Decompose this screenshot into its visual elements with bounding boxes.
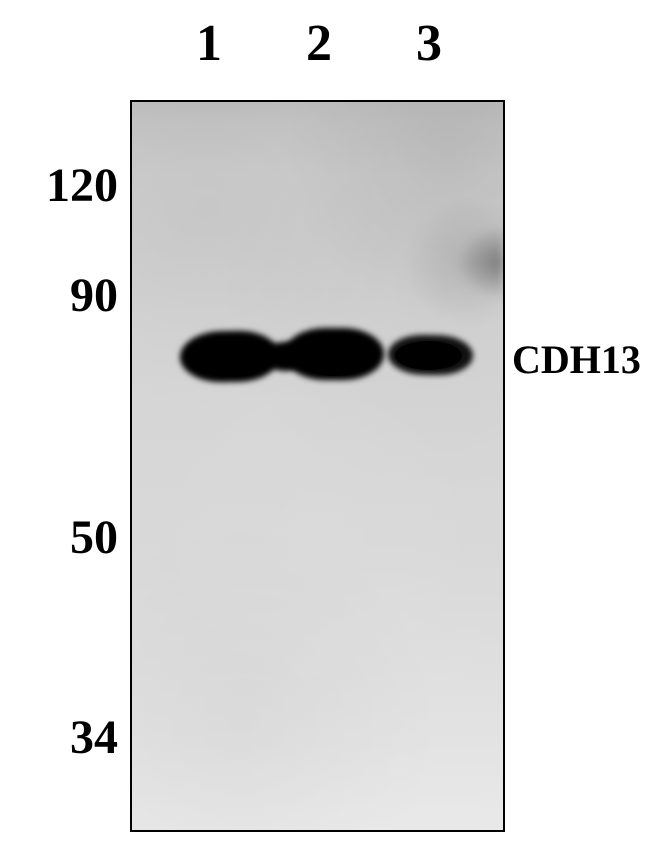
blot-smudge xyxy=(458,226,503,299)
mw-marker-50: 50 xyxy=(70,510,118,565)
band-lane-3-core xyxy=(395,341,462,370)
mw-marker-90: 90 xyxy=(70,268,118,323)
lane-label-1: 1 xyxy=(196,14,222,73)
blot-background-noise xyxy=(132,102,503,830)
mw-marker-120: 120 xyxy=(46,158,118,213)
band-lane-1-core xyxy=(188,337,273,377)
figure-container: 1 2 3 120 90 50 34 CDH13 xyxy=(0,0,650,866)
mw-marker-34: 34 xyxy=(70,710,118,765)
lane-label-2: 2 xyxy=(306,14,332,73)
lane-label-3: 3 xyxy=(416,14,442,73)
blot-membrane xyxy=(130,100,505,832)
band-lane-2-core xyxy=(292,334,377,376)
protein-label: CDH13 xyxy=(512,336,641,383)
